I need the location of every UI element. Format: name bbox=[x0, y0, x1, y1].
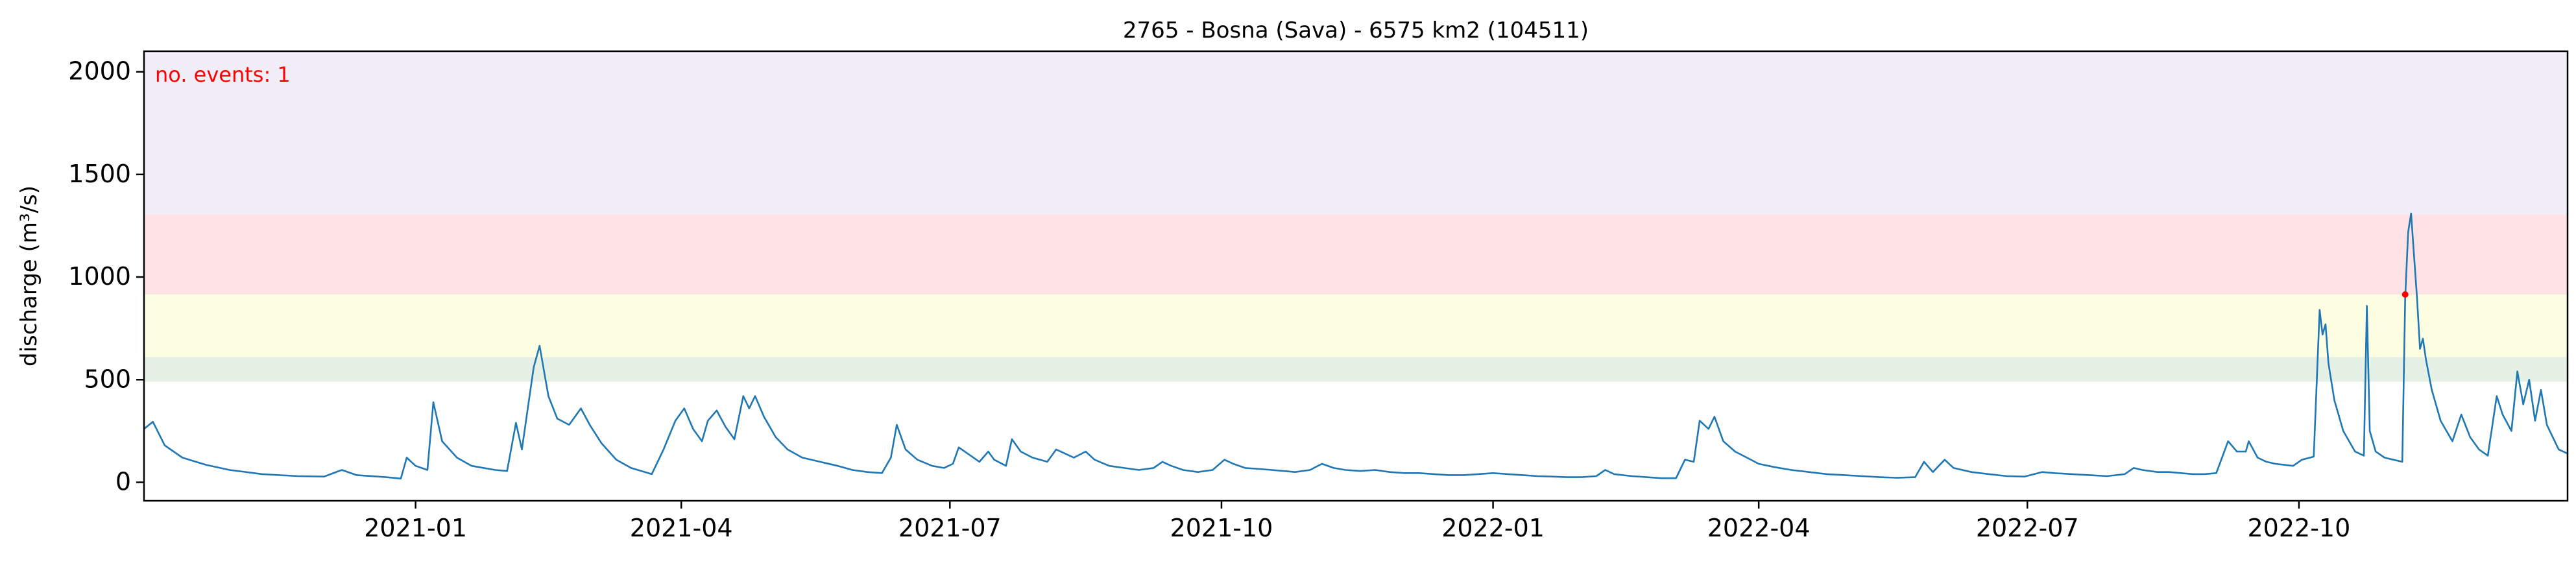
threshold-band-3 bbox=[144, 215, 2568, 295]
threshold-band-1 bbox=[144, 357, 2568, 381]
x-tick-label: 2022-10 bbox=[2248, 514, 2351, 542]
chart-title: 2765 - Bosna (Sava) - 6575 km2 (104511) bbox=[1123, 18, 1589, 43]
threshold-band-4 bbox=[144, 51, 2568, 215]
events-count-annotation: no. events: 1 bbox=[155, 62, 291, 87]
y-tick-label: 0 bbox=[115, 468, 131, 496]
x-tick-label: 2022-07 bbox=[1976, 514, 2079, 542]
x-tick-label: 2021-01 bbox=[364, 514, 467, 542]
event-markers bbox=[2402, 291, 2409, 298]
threshold-band-2 bbox=[144, 295, 2568, 357]
y-axis-label: discharge (m³/s) bbox=[16, 186, 42, 367]
x-tick-label: 2022-04 bbox=[1707, 514, 1811, 542]
y-axis: 0 500 1000 1500 2000 bbox=[68, 57, 144, 496]
threshold-bands bbox=[144, 51, 2568, 381]
y-tick-label: 500 bbox=[84, 365, 131, 393]
x-tick-label: 2021-07 bbox=[898, 514, 1002, 542]
x-axis: 2021-01 2021-04 2021-07 2021-10 2022-01 2022-… bbox=[364, 501, 2350, 542]
event-marker bbox=[2402, 291, 2409, 298]
x-tick-label: 2021-10 bbox=[1170, 514, 1273, 542]
x-tick-label: 2022-01 bbox=[1441, 514, 1545, 542]
y-tick-label: 1500 bbox=[68, 160, 131, 188]
x-tick-label: 2021-04 bbox=[630, 514, 733, 542]
y-tick-label: 2000 bbox=[68, 57, 131, 86]
y-tick-label: 1000 bbox=[68, 262, 131, 291]
